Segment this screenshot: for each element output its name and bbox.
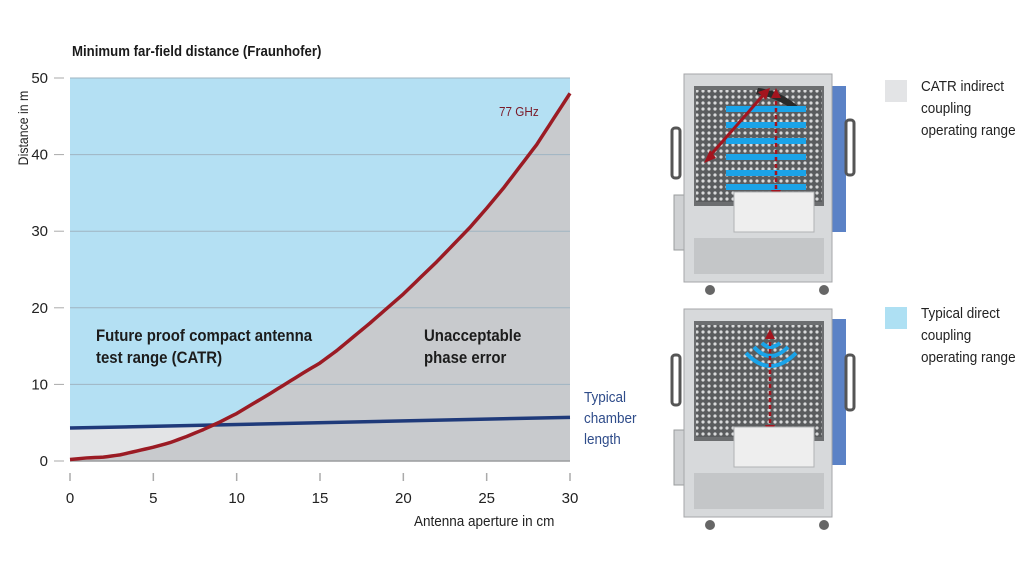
x-axis-label: Antenna aperture in cm <box>414 513 555 530</box>
x-tick-label: 30 <box>562 490 579 507</box>
chamber-length-label: Typical chamber length <box>584 389 637 448</box>
series-label-77ghz: 77 GHz <box>499 104 539 119</box>
x-tick-label: 15 <box>312 490 329 507</box>
region-label-catr: Future proof compact antenna test range … <box>96 326 313 367</box>
chamber-length-line <box>69 415 571 430</box>
x-tick-label: 20 <box>395 490 412 507</box>
x-tick-label: 25 <box>478 490 495 507</box>
y-tick-label: 40 <box>31 147 48 164</box>
x-tick-label: 5 <box>149 490 157 507</box>
y-tick-label: 0 <box>40 453 48 470</box>
y-tick-label: 10 <box>31 376 48 393</box>
diagonal-arrow-icon <box>706 91 768 159</box>
chamber-direct-coupling-image <box>670 308 856 530</box>
plane-wave-bars-icon <box>726 106 806 190</box>
y-tick-label: 20 <box>31 300 48 317</box>
legend-swatch <box>885 80 907 102</box>
x-tick-label: 10 <box>228 490 245 507</box>
chart-title: Minimum far-field distance (Fraunhofer) <box>72 43 322 60</box>
region-label-unacceptable: Unacceptable phase error <box>424 326 522 367</box>
y-tick-label: 50 <box>31 70 48 87</box>
chamber-indirect-coupling-image <box>670 73 856 295</box>
curve-77ghz <box>69 92 572 462</box>
region-unacceptable <box>70 93 570 461</box>
x-tick-label: 0 <box>66 490 74 507</box>
legend-swatch <box>885 307 907 329</box>
y-tick-label: 30 <box>31 223 48 240</box>
chart-plot-area: 0 10 20 30 40 50 0 5 10 15 20 25 30 <box>31 70 579 507</box>
